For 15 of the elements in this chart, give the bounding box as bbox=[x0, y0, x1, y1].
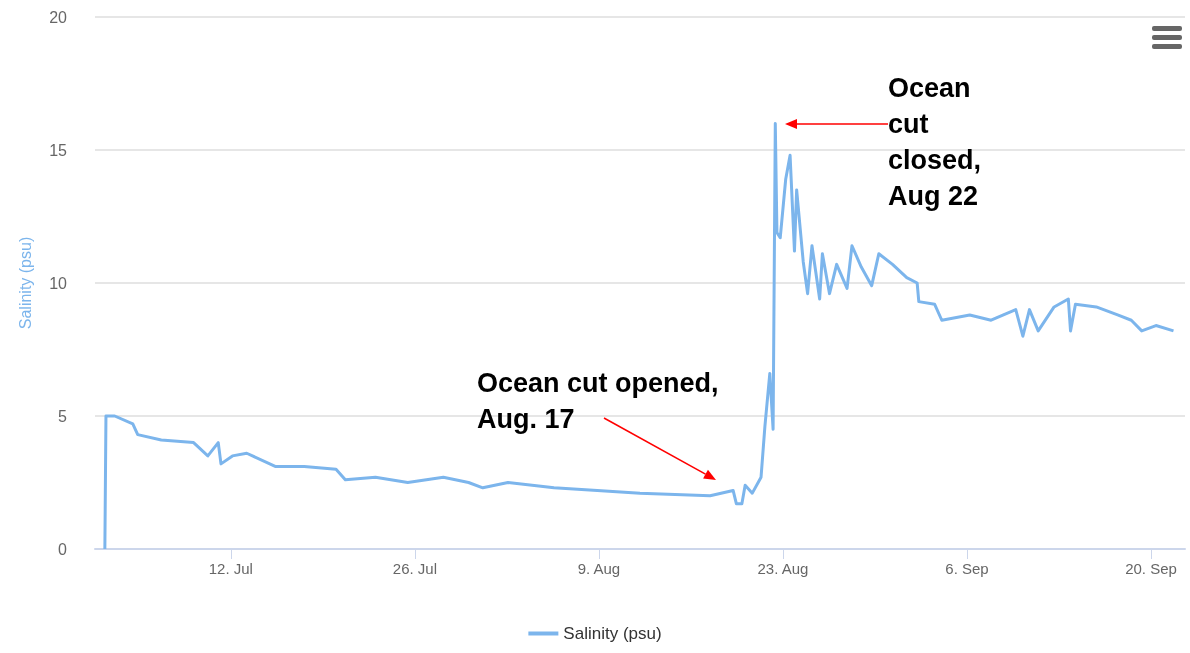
y-tick-label: 5 bbox=[58, 407, 68, 425]
y-axis-title: Salinity (psu) bbox=[16, 236, 34, 330]
annotation: Ocean cut opened, Aug. 17 bbox=[477, 367, 719, 436]
x-tick-label: 26. Jul bbox=[392, 560, 437, 577]
y-tick-label: 0 bbox=[58, 540, 68, 558]
legend-label: Salinity (psu) bbox=[563, 624, 662, 643]
y-tick-label: 10 bbox=[49, 274, 68, 292]
x-tick-label: 23. Aug bbox=[757, 560, 809, 577]
y-tick-label: 15 bbox=[49, 141, 68, 159]
x-tick-label: 6. Sep bbox=[945, 560, 989, 577]
annotation: Ocean cut closed, Aug 22 bbox=[888, 72, 982, 213]
x-tick-label: 9. Aug bbox=[577, 560, 621, 577]
x-tick-label: 12. Jul bbox=[208, 560, 253, 577]
y-tick-label: 20 bbox=[49, 8, 68, 26]
x-tick-label: 20. Sep bbox=[1125, 560, 1177, 577]
